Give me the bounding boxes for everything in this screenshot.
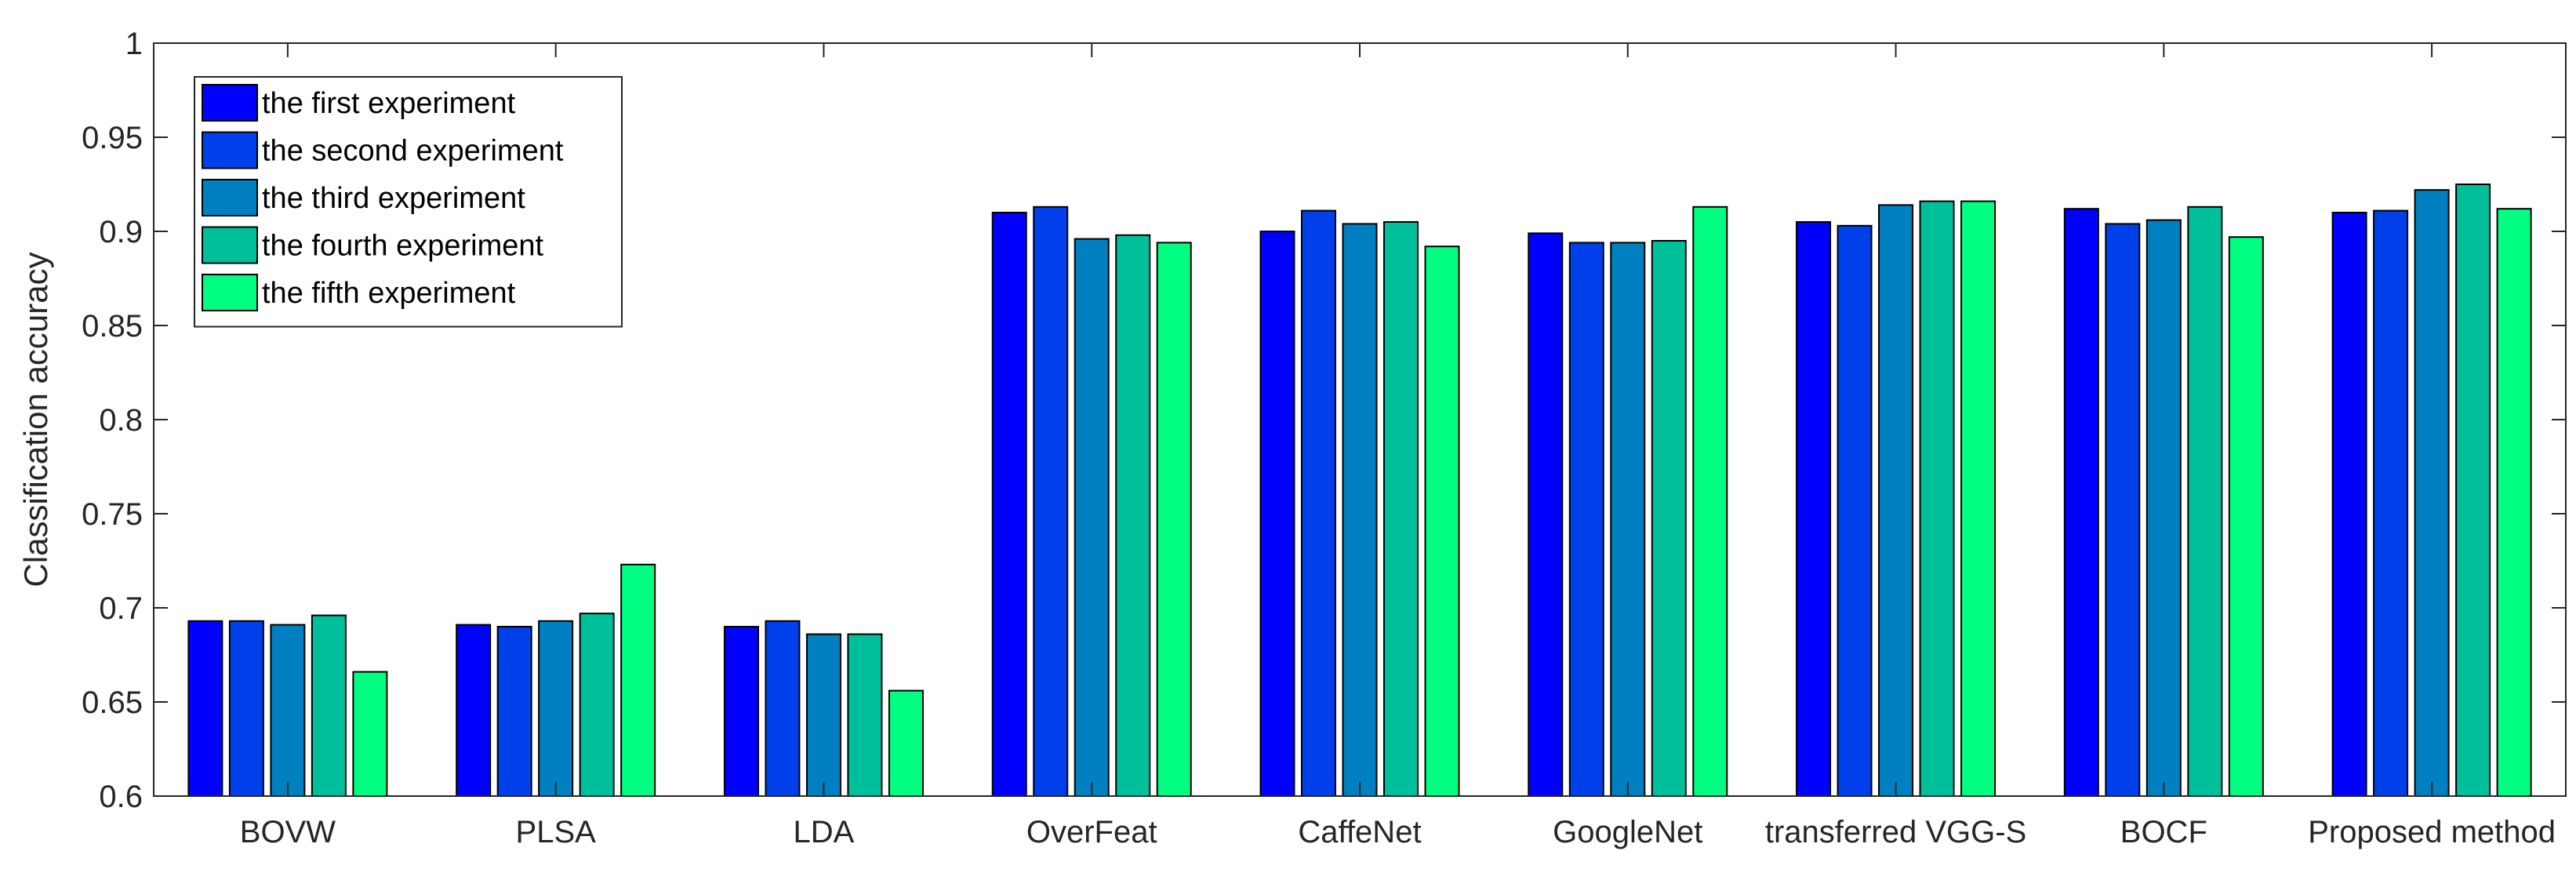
x-tick-label: transferred VGG-S bbox=[1765, 815, 2026, 849]
y-tick-label: 0.6 bbox=[99, 780, 143, 814]
bar-4-7 bbox=[1919, 200, 1955, 798]
legend-label: the fifth experiment bbox=[262, 277, 516, 310]
bar-2-8 bbox=[2105, 223, 2141, 797]
legend-swatch bbox=[202, 274, 258, 311]
bar-2-5 bbox=[1301, 209, 1336, 798]
bar-3-7 bbox=[1878, 204, 1914, 797]
bar-2-9 bbox=[2373, 209, 2409, 798]
bar-3-1 bbox=[270, 624, 306, 797]
bar-3-4 bbox=[1074, 238, 1110, 798]
bar-3-6 bbox=[1610, 242, 1646, 797]
y-tick-label: 0.7 bbox=[99, 591, 143, 626]
y-tick-label: 0.85 bbox=[82, 309, 143, 344]
x-tick-label: CaffeNet bbox=[1298, 815, 1421, 849]
y-tick-label: 0.95 bbox=[82, 121, 143, 155]
y-tick-label: 0.8 bbox=[99, 403, 143, 438]
bar-3-5 bbox=[1342, 223, 1378, 797]
bar-5-8 bbox=[2228, 236, 2264, 797]
bar-2-1 bbox=[228, 620, 264, 797]
bar-1-3 bbox=[723, 626, 759, 797]
bar-5-7 bbox=[1960, 200, 1996, 798]
bar-1-8 bbox=[2063, 208, 2099, 797]
bar-2-6 bbox=[1568, 242, 1604, 797]
bar-2-4 bbox=[1033, 205, 1069, 797]
y-tick-label: 1 bbox=[125, 27, 143, 61]
bar-3-9 bbox=[2414, 189, 2450, 797]
bar-5-9 bbox=[2496, 208, 2532, 797]
x-tick-label: LDA bbox=[794, 815, 855, 849]
bar-5-5 bbox=[1424, 245, 1460, 797]
bar-1-5 bbox=[1259, 231, 1295, 797]
bar-1-2 bbox=[456, 624, 492, 797]
x-tick-label: PLSA bbox=[516, 815, 597, 849]
bar-4-6 bbox=[1651, 240, 1687, 797]
bar-4-4 bbox=[1115, 234, 1151, 797]
bar-4-9 bbox=[2455, 184, 2491, 797]
legend-label: the fourth experiment bbox=[262, 230, 544, 263]
bar-5-2 bbox=[620, 563, 656, 797]
bar-5-4 bbox=[1156, 242, 1192, 797]
legend-label: the first experiment bbox=[262, 87, 516, 120]
bars-layer bbox=[187, 184, 2532, 798]
y-tick-label: 0.75 bbox=[82, 497, 143, 532]
y-axis-title: Classification accuracy bbox=[17, 252, 54, 587]
bar-2-7 bbox=[1837, 224, 1873, 797]
bar-5-1 bbox=[352, 671, 388, 797]
y-tick-label: 0.9 bbox=[99, 215, 143, 249]
legend-swatch bbox=[202, 84, 258, 122]
bar-3-8 bbox=[2145, 219, 2182, 798]
x-tick-label: Proposed method bbox=[2308, 815, 2556, 849]
bar-2-2 bbox=[496, 626, 532, 797]
legend-swatch bbox=[202, 131, 258, 169]
bar-4-3 bbox=[847, 633, 883, 797]
bar-1-1 bbox=[187, 620, 223, 797]
bar-1-4 bbox=[991, 212, 1027, 797]
x-tick-label: BOVW bbox=[240, 815, 336, 849]
legend: the first experiment the second experimen… bbox=[194, 76, 623, 328]
bar-1-9 bbox=[2331, 212, 2367, 797]
x-tick-label: BOCF bbox=[2120, 815, 2207, 849]
bar-3-2 bbox=[538, 620, 574, 797]
bar-4-2 bbox=[579, 613, 615, 798]
bar-4-5 bbox=[1383, 221, 1419, 797]
x-tick-label: GoogleNet bbox=[1553, 815, 1702, 849]
legend-box bbox=[194, 76, 623, 328]
bar-1-7 bbox=[1796, 221, 1832, 797]
bar-4-8 bbox=[2187, 205, 2223, 797]
legend-swatch bbox=[202, 179, 258, 216]
legend-label: the third experiment bbox=[262, 182, 525, 215]
bar-1-6 bbox=[1528, 232, 1564, 797]
bar-5-3 bbox=[888, 689, 924, 797]
bar-2-3 bbox=[765, 620, 801, 797]
y-tick-label: 0.65 bbox=[82, 685, 143, 720]
legend-swatch bbox=[202, 226, 258, 264]
bar-4-1 bbox=[311, 614, 347, 797]
bar-3-3 bbox=[805, 633, 841, 797]
ticks-layer: 0.6 0.65 0.7 0.75 0.8 0.85 0.9 0.95 1 BOVW PLSA LDA… bbox=[82, 27, 2566, 849]
x-tick-label: OverFeat bbox=[1026, 815, 1157, 849]
legend-label: the second experiment bbox=[262, 135, 564, 168]
bar-5-6 bbox=[1692, 205, 1728, 797]
